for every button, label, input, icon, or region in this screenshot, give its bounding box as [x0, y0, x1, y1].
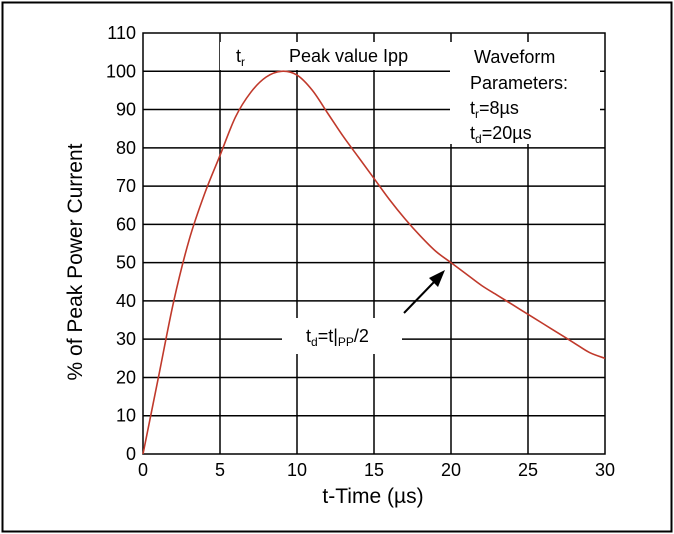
y-tick-label: 0	[126, 444, 136, 464]
x-tick-label: 0	[138, 460, 148, 480]
param-tr: tr=8µs	[470, 98, 519, 121]
td-label-background	[282, 318, 402, 354]
x-tick-label: 15	[364, 460, 384, 480]
peak-label-background	[220, 42, 440, 70]
y-tick-label: 100	[106, 61, 136, 81]
y-tick-label: 70	[116, 176, 136, 196]
y-tick-label: 110	[107, 23, 136, 43]
annotation-arrow-shaft	[403, 281, 435, 314]
x-tick-label: 5	[215, 460, 225, 480]
waveform-title-line1: Waveform	[474, 47, 555, 67]
x-tick-label: 30	[595, 460, 615, 480]
y-axis-title: % of Peak Power Current	[64, 143, 87, 380]
waveform-title-line2: Parameters:	[470, 73, 568, 93]
y-tick-label: 60	[116, 214, 136, 234]
y-tick-label: 40	[116, 291, 136, 311]
tr-label: tr	[236, 46, 245, 69]
y-tick-label: 10	[116, 406, 136, 426]
y-tick-label: 30	[116, 329, 136, 349]
y-tick-label: 50	[116, 253, 136, 273]
x-tick-label: 20	[441, 460, 461, 480]
y-tick-label: 20	[116, 367, 136, 387]
peak-value-label: Peak value Ipp	[289, 46, 408, 66]
y-tick-labels: 0 10 20 30 40 50 60 70 80 90 100 110	[106, 23, 136, 464]
params-label-background	[450, 42, 600, 144]
x-axis-title: t-Time (µs)	[322, 485, 423, 508]
x-tick-label: 25	[518, 460, 538, 480]
series-line	[142, 70, 606, 455]
td-formula-label: td=t|PP/2	[306, 326, 369, 349]
y-tick-label: 90	[116, 100, 136, 120]
param-td: td=20µs	[470, 123, 532, 146]
x-tick-labels: 0 5 10 15 20 25 30	[138, 460, 615, 480]
annotation-arrowhead	[429, 270, 445, 287]
plot-area-border	[142, 32, 606, 455]
x-tick-label: 10	[287, 460, 307, 480]
y-tick-label: 80	[116, 138, 136, 158]
